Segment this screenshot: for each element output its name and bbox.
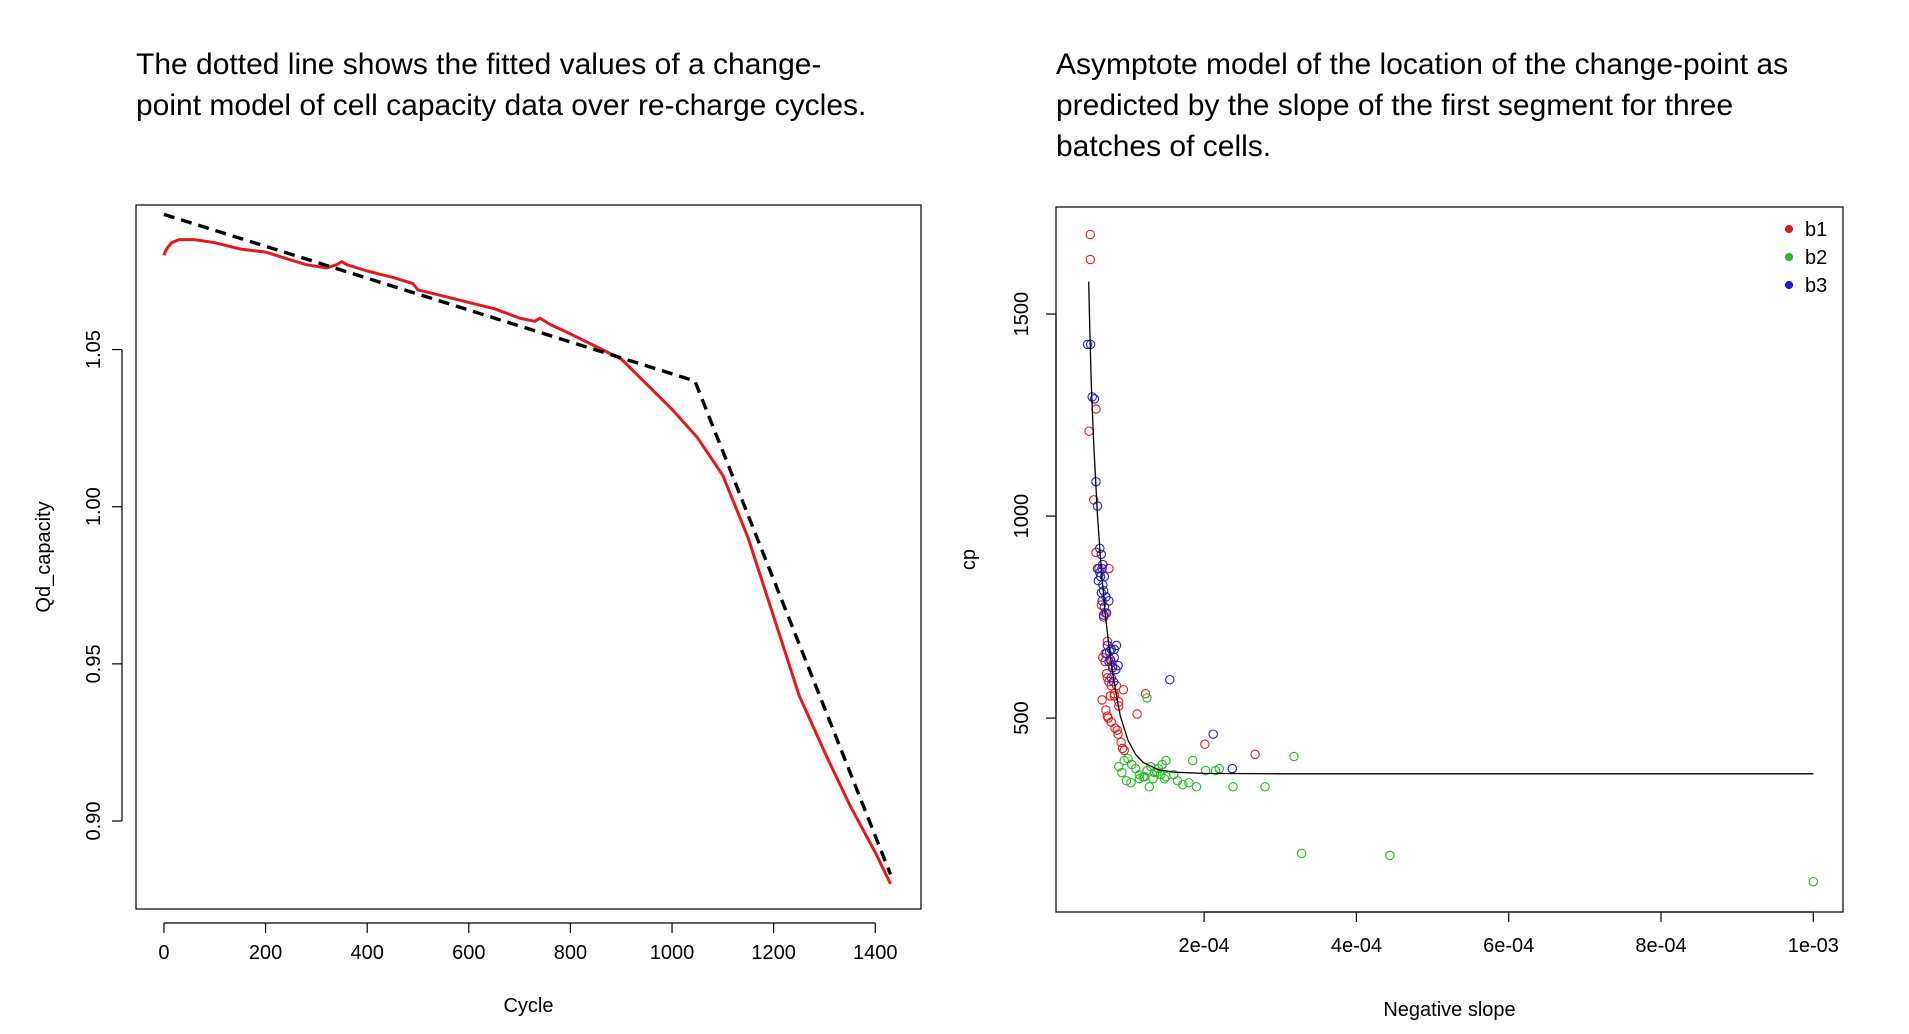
point-b2 bbox=[1148, 773, 1158, 784]
y-axis-label: Qd_capacity bbox=[33, 501, 55, 612]
x-tick-label: 6e-04 bbox=[1483, 935, 1534, 957]
point-b1 bbox=[1118, 685, 1129, 695]
legend: b1 b2 b3 bbox=[1784, 219, 1827, 297]
x-tick-label: 0 bbox=[158, 942, 169, 964]
point-b2 bbox=[1159, 773, 1170, 784]
point-b2 bbox=[1214, 763, 1225, 774]
x-tick-label: 1200 bbox=[751, 942, 796, 964]
point-b1 bbox=[1113, 729, 1123, 739]
point-b2 bbox=[1144, 782, 1155, 792]
capacity-chart: 0 200 400 600 800 1000 1200 1400 0.90 0.95 1.00 1.0… bbox=[33, 204, 922, 1017]
x-tick-label: 8e-04 bbox=[1635, 935, 1686, 957]
legend-marker-b1 bbox=[1784, 224, 1794, 234]
point-b2 bbox=[1296, 848, 1307, 859]
point-b3 bbox=[1096, 549, 1107, 560]
legend-label-b2: b2 bbox=[1805, 247, 1827, 269]
x-axis-label: Cycle bbox=[503, 995, 553, 1017]
point-b1 bbox=[1085, 229, 1096, 240]
point-b2 bbox=[1178, 779, 1188, 790]
point-b2 bbox=[1187, 755, 1198, 766]
observed-line bbox=[162, 238, 892, 885]
x-tick-label: 2e-04 bbox=[1179, 935, 1230, 957]
point-b2 bbox=[1260, 782, 1270, 792]
legend-marker-b2 bbox=[1784, 252, 1794, 262]
point-b2 bbox=[1191, 782, 1202, 792]
point-b1 bbox=[1085, 254, 1096, 265]
x-tick-label: 400 bbox=[350, 942, 383, 964]
point-b1 bbox=[1102, 711, 1113, 721]
point-b3 bbox=[1098, 610, 1109, 620]
point-b2 bbox=[1808, 876, 1819, 887]
changepoint-chart: 2e-04 4e-04 6e-04 8e-04 1e-03 500 1000 1500 Nega… bbox=[958, 206, 1844, 1021]
point-b1 bbox=[1097, 695, 1107, 705]
x-tick-label: 4e-04 bbox=[1331, 935, 1382, 957]
x-tick-label: 1e-03 bbox=[1788, 935, 1839, 957]
point-b1 bbox=[1119, 745, 1129, 756]
fitted-line bbox=[163, 212, 893, 876]
point-b1 bbox=[1116, 737, 1126, 748]
point-b3 bbox=[1101, 608, 1112, 618]
point-b2 bbox=[1289, 751, 1299, 762]
point-b3 bbox=[1165, 674, 1175, 685]
point-b1 bbox=[1200, 739, 1210, 750]
y-tick-label: 1.05 bbox=[83, 330, 105, 369]
x-tick-label: 800 bbox=[554, 942, 587, 964]
point-b3 bbox=[1208, 729, 1218, 739]
point-b2 bbox=[1121, 775, 1132, 786]
y-tick-label: 1500 bbox=[1011, 292, 1033, 337]
point-b1 bbox=[1132, 709, 1142, 719]
point-b1 bbox=[1117, 743, 1128, 754]
point-b3 bbox=[1113, 660, 1123, 671]
y-tick-label: 500 bbox=[1011, 701, 1033, 734]
point-b1 bbox=[1084, 426, 1094, 436]
point-b1 bbox=[1105, 691, 1116, 701]
point-b3 bbox=[1089, 394, 1100, 404]
point-b2 bbox=[1134, 773, 1145, 784]
caption-left: The dotted line shows the fitted values … bbox=[136, 48, 867, 122]
point-b1 bbox=[1101, 705, 1111, 715]
point-b1 bbox=[1250, 749, 1260, 760]
point-b2 bbox=[1117, 767, 1127, 778]
point-b1 bbox=[1109, 691, 1120, 701]
point-b3 bbox=[1082, 339, 1093, 350]
point-b1 bbox=[1110, 723, 1120, 733]
legend-label-b3: b3 bbox=[1805, 275, 1827, 297]
plot-frame bbox=[135, 204, 922, 910]
point-b2 bbox=[1228, 782, 1238, 792]
point-b2 bbox=[1161, 755, 1171, 766]
point-b1 bbox=[1096, 600, 1107, 610]
y-tick-label: 0.95 bbox=[83, 644, 105, 683]
y-tick-label: 0.90 bbox=[83, 802, 105, 841]
x-tick-label: 600 bbox=[452, 942, 485, 964]
legend-label-b1: b1 bbox=[1805, 219, 1827, 241]
point-b2 bbox=[1200, 765, 1211, 776]
point-b2 bbox=[1142, 693, 1152, 703]
point-b2 bbox=[1385, 850, 1395, 861]
point-b1 bbox=[1140, 689, 1151, 699]
x-tick-label: 200 bbox=[249, 942, 282, 964]
point-b3 bbox=[1097, 596, 1107, 606]
y-axis-label: cp bbox=[958, 549, 980, 570]
caption-right: Asymptote model of the location of the c… bbox=[1056, 48, 1789, 163]
point-b2 bbox=[1161, 771, 1171, 782]
asymptote-line bbox=[1088, 281, 1814, 775]
x-tick-label: 1000 bbox=[650, 942, 695, 964]
point-b3 bbox=[1109, 644, 1120, 655]
point-b2 bbox=[1184, 777, 1194, 788]
point-b3 bbox=[1227, 763, 1238, 774]
point-b2 bbox=[1126, 777, 1136, 788]
y-tick-label: 1000 bbox=[1011, 494, 1033, 539]
plot-frame bbox=[1055, 206, 1844, 913]
legend-marker-b3 bbox=[1784, 280, 1794, 290]
x-tick-label: 1400 bbox=[853, 942, 898, 964]
point-b2 bbox=[1114, 761, 1124, 772]
x-axis-label: Negative slope bbox=[1383, 999, 1515, 1021]
y-tick-label: 1.00 bbox=[83, 487, 105, 526]
point-b1 bbox=[1112, 725, 1123, 735]
